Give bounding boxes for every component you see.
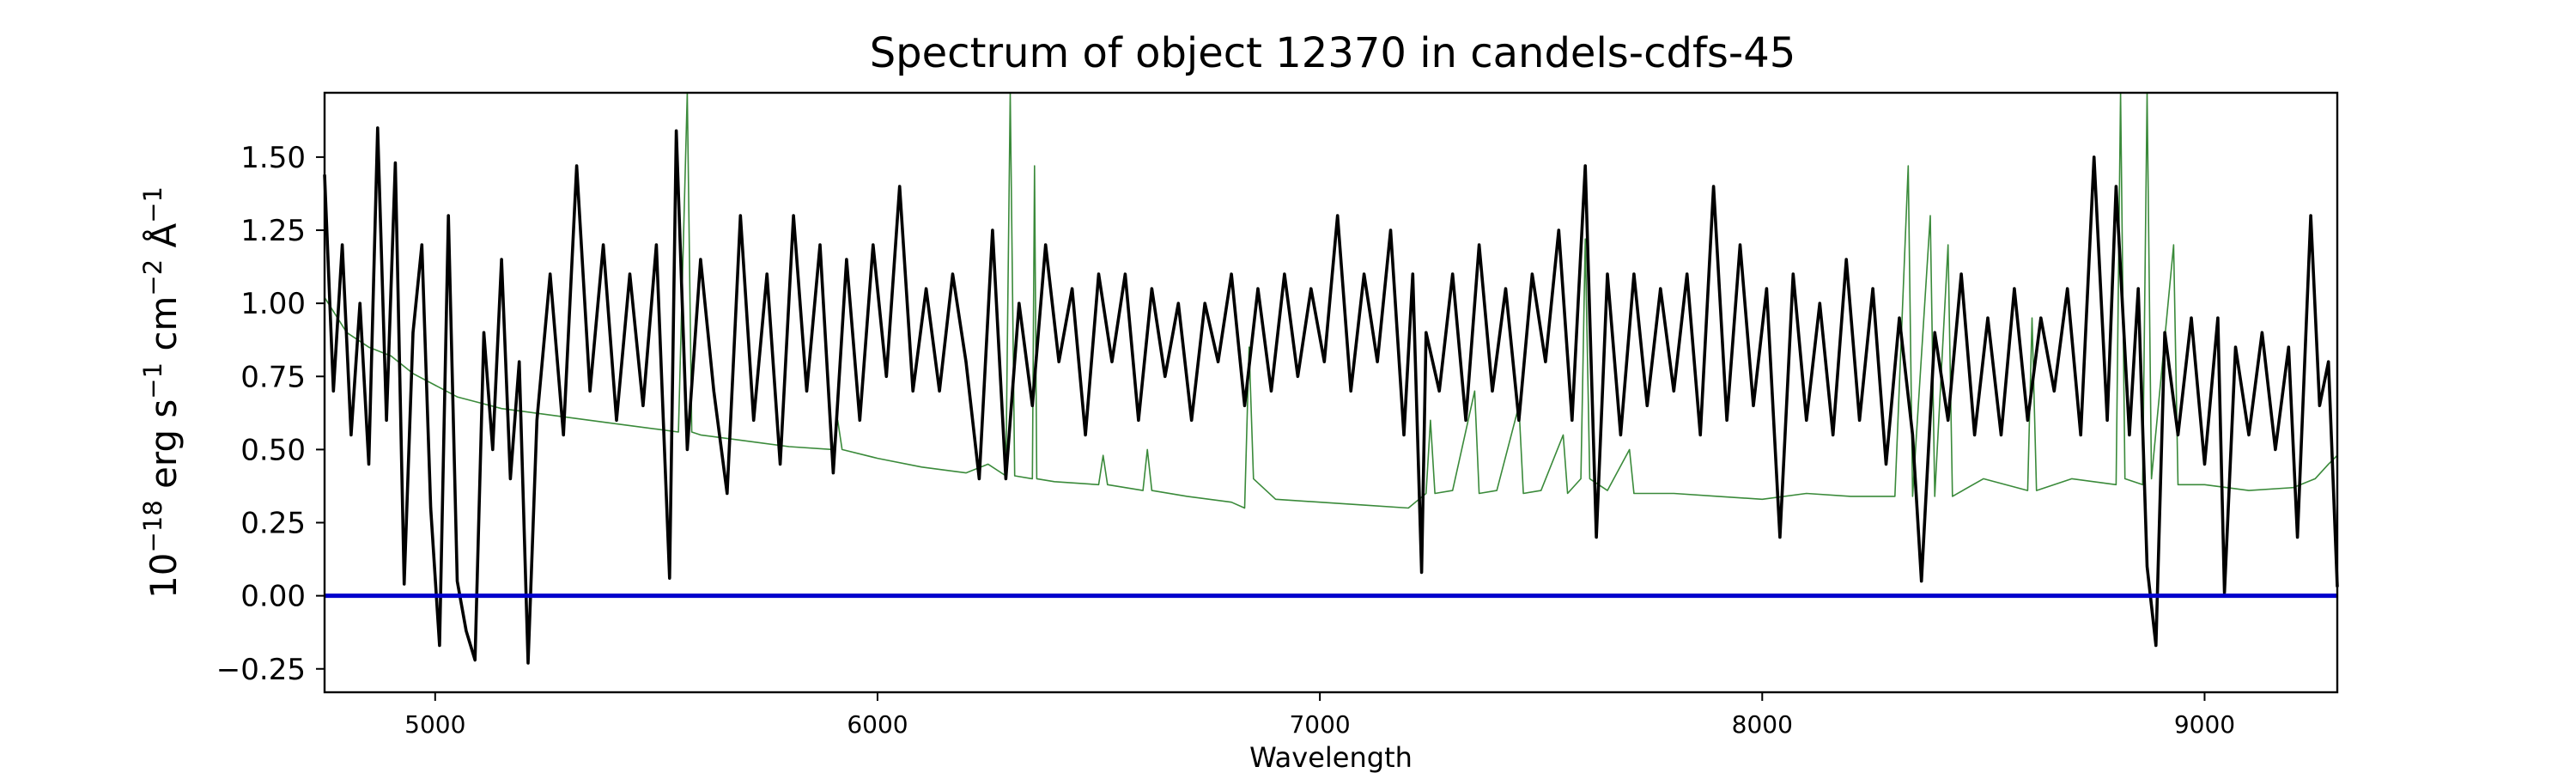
x-tick-label: 7000 (1289, 710, 1350, 739)
chart-title: Spectrum of object 12370 in candels-cdfs… (870, 29, 1796, 77)
plot-area (323, 91, 2339, 694)
axes-frame (323, 91, 2339, 694)
x-tick-label: 8000 (1732, 710, 1793, 739)
y-label-base: 10 (143, 553, 185, 599)
y-tick-label: 1.00 (240, 287, 306, 321)
y-label-text1: erg s (143, 399, 185, 501)
y-axis-label: 10−18 erg s−1 cm−2 Å−1 (138, 186, 185, 599)
x-tick-label: 9000 (2174, 710, 2235, 739)
x-axis-label: Wavelength (1249, 741, 1413, 773)
y-tick-label: −0.25 (216, 653, 306, 687)
y-label-text2: cm (143, 296, 185, 362)
y-axis: −0.25 0.00 0.25 0.50 0.75 1.00 1.25 1.50 (216, 141, 325, 687)
y-label-exp3: −2 (138, 259, 167, 296)
y-label-exp2: −1 (138, 362, 167, 399)
y-tick-label: 1.50 (240, 141, 306, 175)
x-axis: 5000 6000 7000 8000 9000 (404, 692, 2235, 739)
y-tick-label: 1.25 (240, 214, 306, 248)
series-line-contamination (324, 92, 2338, 509)
series-layer (323, 92, 2339, 665)
y-label-exp4: −1 (138, 186, 167, 223)
y-tick-label: 0.75 (240, 360, 306, 394)
x-tick-label: 6000 (847, 710, 908, 739)
y-tick-label: 0.25 (240, 507, 306, 541)
x-tick-label: 5000 (404, 710, 465, 739)
y-label-exp: −18 (138, 500, 167, 552)
y-tick-label: 0.00 (240, 580, 306, 614)
y-tick-label: 0.50 (240, 433, 306, 467)
y-label-text3: Å (142, 223, 185, 259)
series-line-flux (323, 126, 2339, 665)
